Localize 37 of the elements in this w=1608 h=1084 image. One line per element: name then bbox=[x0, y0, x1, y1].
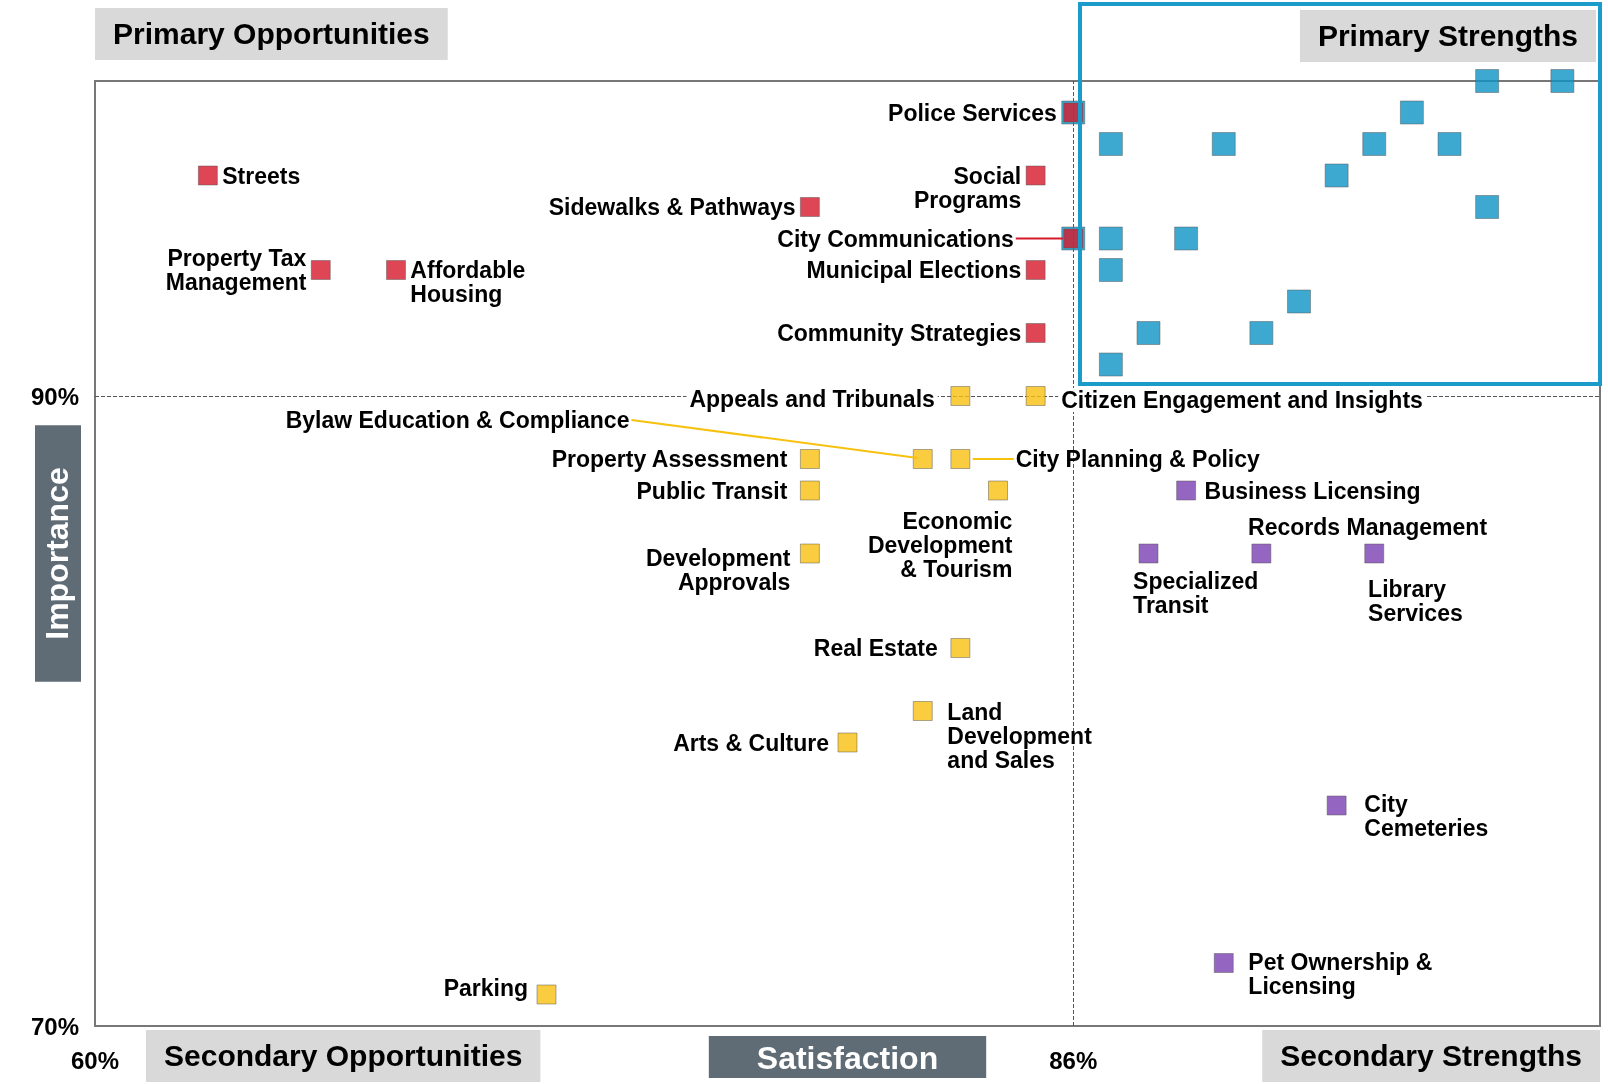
annotation: Library Services bbox=[1368, 576, 1463, 627]
annotation: Bylaw Education & Compliance bbox=[285, 407, 630, 434]
annotation: Business Licensing bbox=[1204, 477, 1421, 504]
annotation: Land Development and Sales bbox=[947, 698, 1093, 773]
x-tick-label: 86% bbox=[1049, 1046, 1098, 1074]
annotation: Appeals and Tribunals bbox=[689, 386, 935, 413]
x-tick-label: 60% bbox=[70, 1046, 120, 1074]
annotation: Municipal Elections bbox=[806, 257, 1022, 283]
annotation: Citizen Engagement and Insights bbox=[1061, 387, 1423, 414]
y-tick-label: 90% bbox=[30, 382, 79, 410]
annotation: City Planning & Policy bbox=[1015, 446, 1261, 472]
annotation: Affordable Housing bbox=[410, 256, 526, 307]
annotation: Public Transit bbox=[636, 477, 788, 504]
annotation: Development Approvals bbox=[645, 544, 791, 595]
text: Primary Strengths bbox=[1317, 18, 1579, 52]
annotation: Property Tax Management bbox=[165, 245, 307, 295]
annotation: Real Estate bbox=[813, 635, 938, 661]
annotation: Streets bbox=[222, 162, 301, 189]
y-axis-title: Importance bbox=[39, 467, 75, 640]
annotation: Police Services bbox=[888, 99, 1057, 126]
x-axis-title: Satisfaction bbox=[756, 1040, 939, 1076]
annotation: Specialized Transit bbox=[1133, 567, 1259, 618]
annotation: Social Programs bbox=[913, 162, 1022, 213]
annotation: City Communications bbox=[777, 225, 1014, 252]
y-tick-label: 70% bbox=[30, 1012, 79, 1040]
text: Secondary Opportunities bbox=[164, 1038, 523, 1072]
text: Secondary Strengths bbox=[1280, 1038, 1583, 1072]
annotation: Community Strategies bbox=[777, 320, 1022, 346]
annotation: Parking bbox=[443, 975, 529, 1002]
annotation: Sidewalks & Pathways bbox=[548, 194, 796, 220]
annotation: Arts & Culture bbox=[673, 729, 830, 756]
annotation: Records Management bbox=[1248, 513, 1488, 540]
annotation: Pet Ownership & Licensing bbox=[1248, 948, 1433, 999]
annotation: City Cemeteries bbox=[1364, 791, 1489, 842]
text: Primary Opportunities bbox=[113, 16, 430, 50]
annotation: Property Assessment bbox=[551, 446, 788, 472]
annotation: Economic Development & Tourism bbox=[867, 507, 1013, 582]
